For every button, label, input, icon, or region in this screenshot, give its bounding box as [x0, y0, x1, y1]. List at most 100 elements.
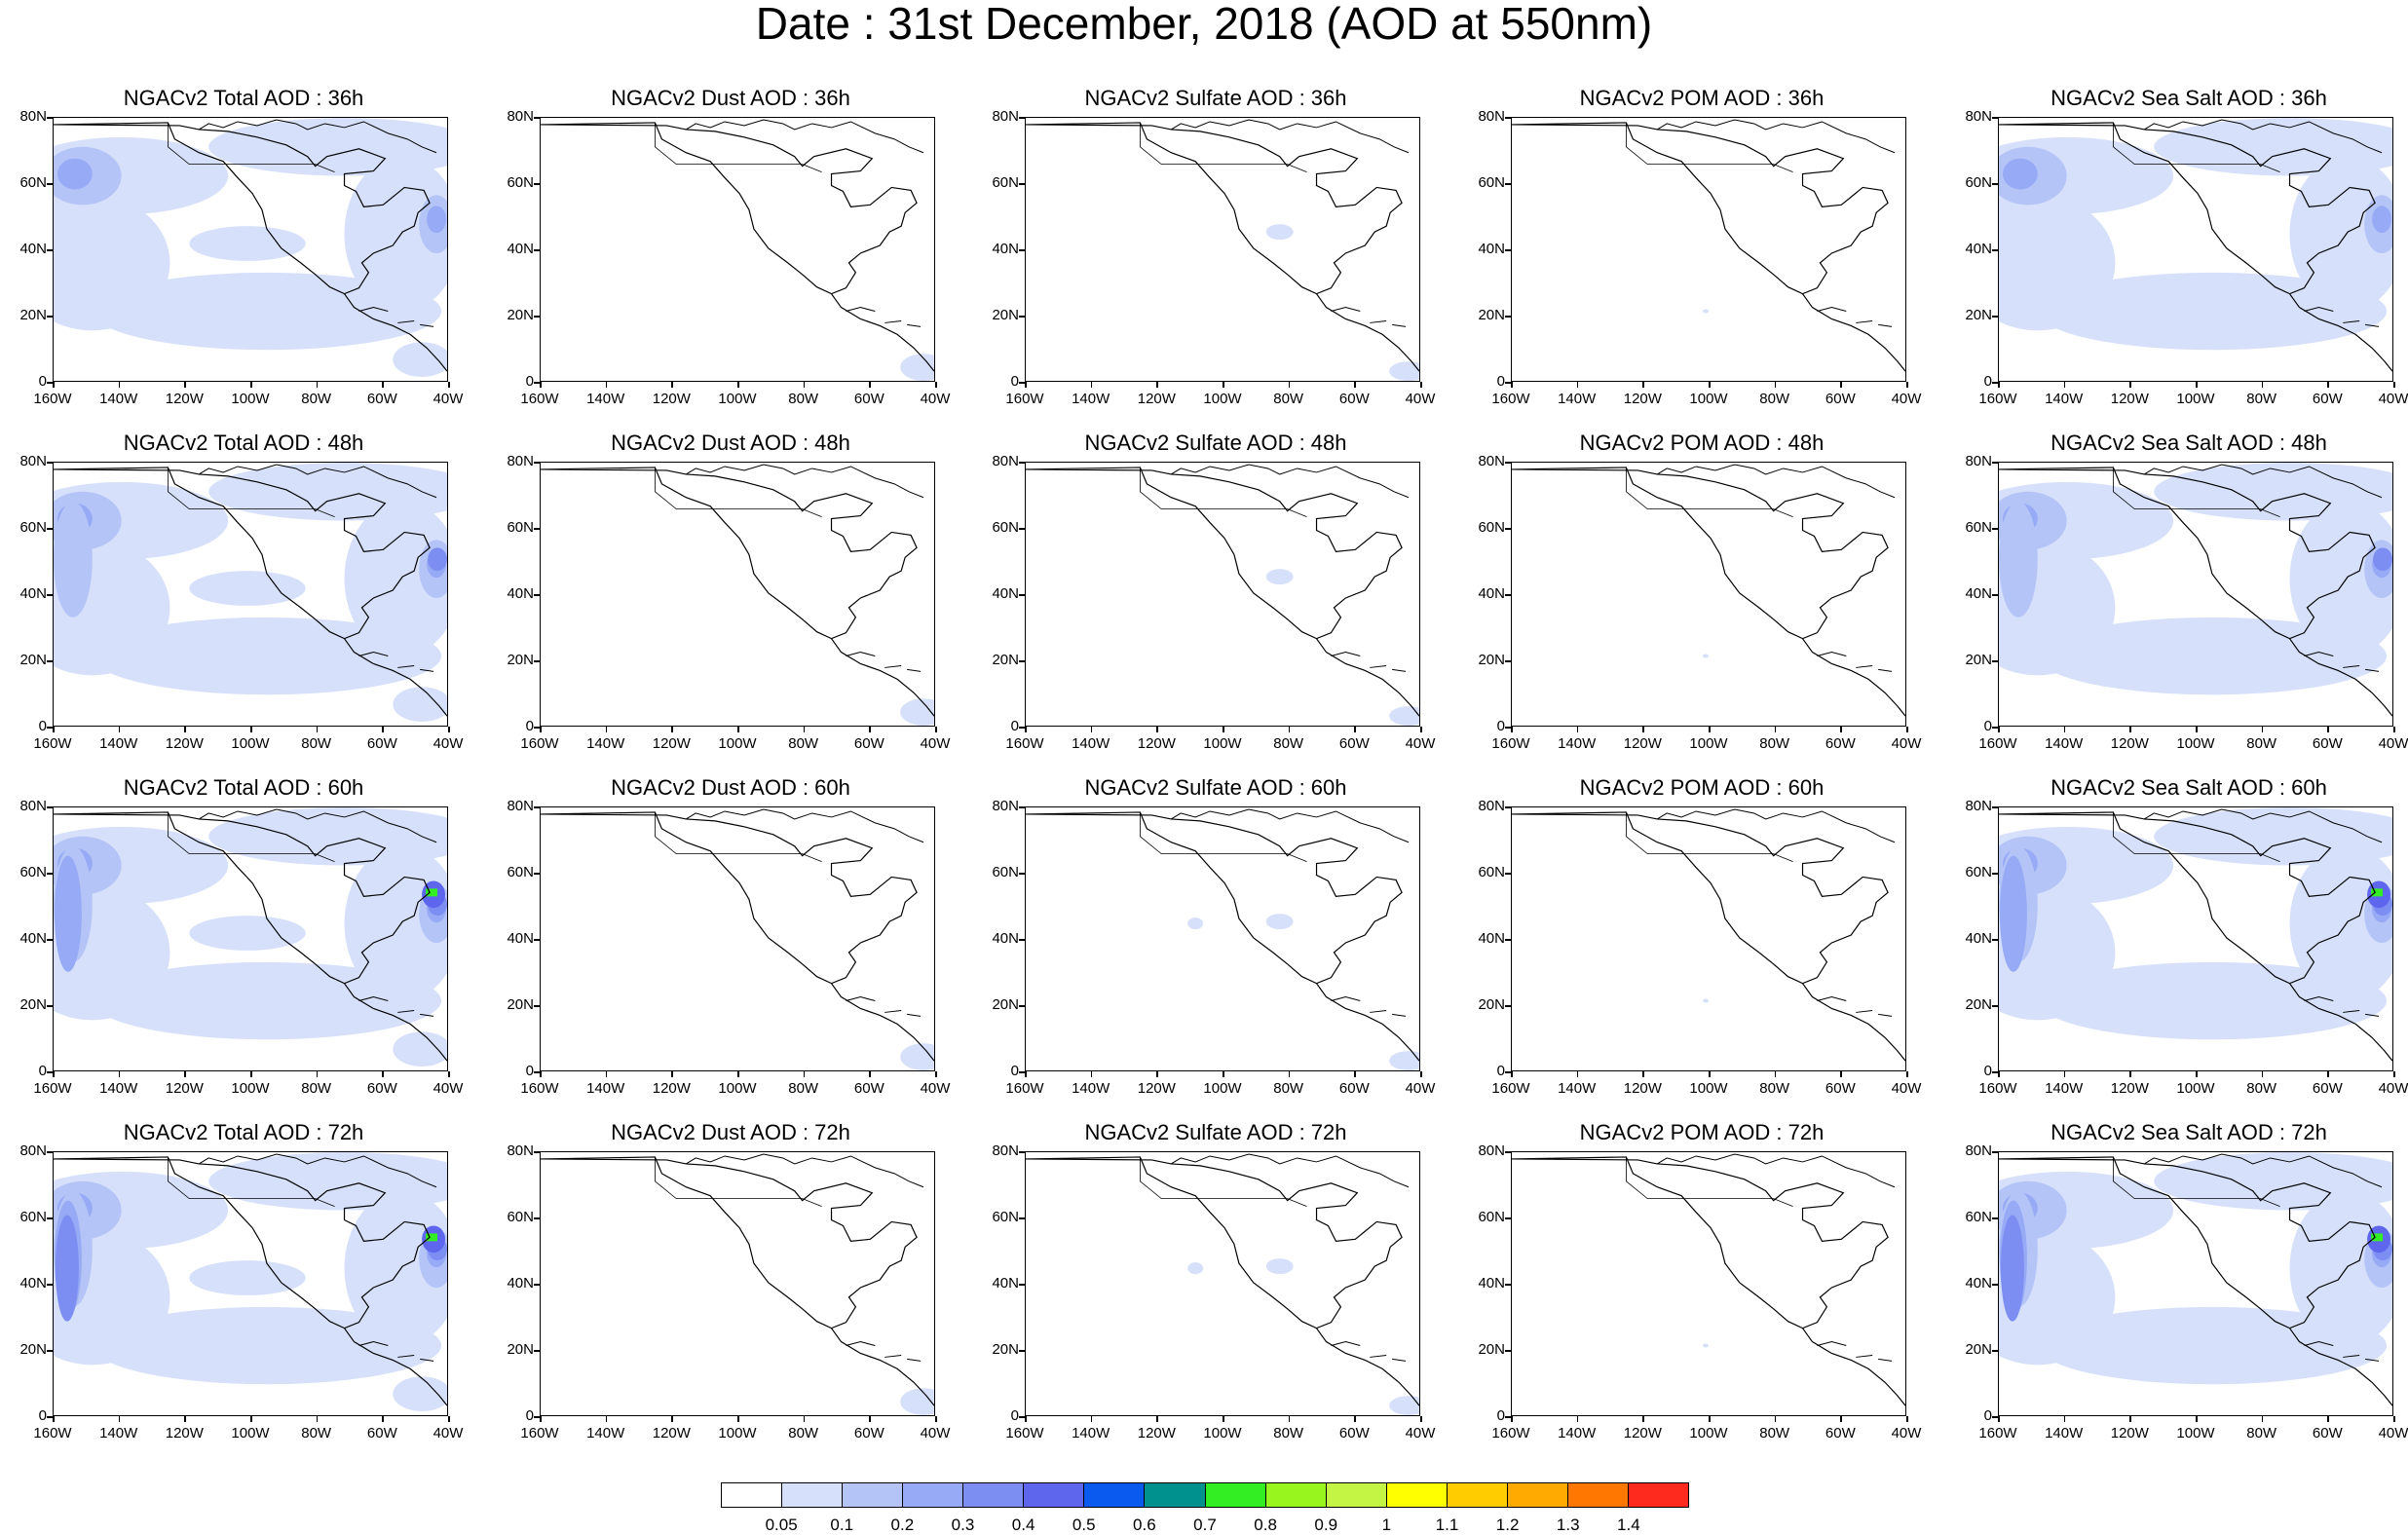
map-frame: [1998, 462, 2393, 727]
lon-tick-label: 100W: [231, 391, 270, 407]
lon-tick-label: 100W: [1203, 391, 1242, 407]
lat-tick-label: 60N: [507, 174, 534, 191]
lon-tick: [737, 1416, 739, 1422]
lon-tick: [118, 1416, 121, 1422]
lat-tick-label: 0: [38, 373, 47, 390]
arctic-islands: [1657, 464, 1896, 499]
lon-tick: [1840, 1416, 1842, 1422]
us-canada-border: [168, 1156, 335, 1207]
lon-tick: [2393, 1071, 2395, 1077]
caribbean-islands: [1331, 652, 1407, 672]
map-frame: [540, 806, 935, 1071]
lat-tick-label: 20N: [1478, 307, 1505, 323]
figure-title: Date : 31st December, 2018 (AOD at 550nm…: [755, 0, 1653, 49]
lon-tick-label: 60W: [1338, 1080, 1370, 1097]
lon-tick-label: 60W: [853, 1080, 884, 1097]
lat-tick: [534, 727, 540, 729]
lat-tick: [534, 1217, 540, 1219]
lon-tick-label: 80W: [1273, 391, 1304, 407]
coastline: [541, 1156, 918, 1329]
lon-tick-label: 160W: [33, 391, 72, 407]
panel-title: NGACv2 Dust AOD : 72h: [611, 1120, 850, 1144]
lat-tick: [47, 727, 53, 729]
lon-tick: [250, 1416, 252, 1422]
aod-field: [54, 118, 447, 381]
lat-tick: [1019, 382, 1025, 384]
coastline-south: [2289, 983, 2392, 1062]
lon-tick: [737, 727, 739, 732]
lat-tick: [47, 1071, 53, 1073]
lon-tick-label: 40W: [1891, 735, 1922, 752]
map-frame: [540, 1151, 935, 1416]
caribbean-islands: [846, 1341, 922, 1362]
lat-tick-label: 0: [1983, 718, 1992, 734]
lat-tick: [534, 1284, 540, 1286]
map-frame: [1511, 462, 1906, 727]
colorbar-label: 1.3: [1556, 1516, 1580, 1534]
lat-tick-label: 20N: [1965, 652, 1992, 668]
coastline-south: [831, 293, 934, 372]
map-panel-sulfate-72h: NGACv2 Sulfate AOD : 72h 80N 60N 40N 20N 0 16…: [972, 1120, 1459, 1461]
aod-map: [1512, 808, 1905, 1062]
lon-tick-label: 120W: [1623, 1425, 1662, 1441]
us-canada-border: [1626, 467, 1793, 517]
lon-tick: [2063, 727, 2066, 732]
lon-tick-label: 60W: [2312, 1425, 2343, 1441]
lat-tick: [1505, 528, 1511, 530]
lon-tick: [1840, 727, 1842, 732]
lon-tick-label: 40W: [433, 1080, 464, 1097]
lon-tick-label: 160W: [1005, 1425, 1044, 1441]
colorbar-label: 0.8: [1254, 1516, 1277, 1534]
lon-tick: [1156, 382, 1158, 388]
lon-tick-label: 100W: [1689, 1425, 1728, 1441]
lat-tick-label: 80N: [507, 798, 534, 814]
lon-tick: [448, 727, 450, 732]
lon-tick-label: 80W: [1273, 1425, 1304, 1441]
colorbar-label: 0.05: [765, 1516, 798, 1534]
lat-tick-label: 20N: [1478, 996, 1505, 1013]
coastline-south: [344, 983, 447, 1062]
colorbar-box: [1507, 1483, 1568, 1507]
lat-tick-label: 0: [1010, 718, 1019, 734]
coastline: [1026, 467, 1403, 640]
lon-tick: [382, 727, 384, 732]
lat-tick: [1505, 727, 1511, 729]
aod-map: [1999, 1152, 2392, 1415]
lon-tick: [605, 382, 608, 388]
aod-field: [1265, 224, 1419, 381]
panel-title: NGACv2 Total AOD : 48h: [123, 431, 364, 455]
caribbean-islands: [1817, 652, 1893, 672]
colorbar-box: [1084, 1483, 1146, 1507]
lat-tick: [1505, 1217, 1511, 1219]
lat-tick-label: 40N: [1965, 1275, 1992, 1292]
aod-map: [54, 1152, 447, 1415]
colorbar-box: [1205, 1483, 1266, 1507]
aod-field: [1999, 118, 2392, 381]
lat-tick: [1505, 806, 1511, 808]
arctic-islands: [686, 1153, 924, 1188]
lon-tick: [1576, 1416, 1579, 1422]
colorbar-label: 0.5: [1072, 1516, 1096, 1534]
lon-tick-label: 140W: [99, 735, 138, 752]
arctic-islands: [1171, 119, 1410, 154]
lat-tick: [1992, 594, 1998, 596]
lon-tick-label: 60W: [2312, 391, 2343, 407]
lat-tick: [534, 528, 540, 530]
lat-tick-label: 40N: [19, 585, 47, 602]
panel-title: NGACv2 Total AOD : 72h: [123, 1120, 364, 1144]
lat-tick-label: 20N: [1965, 996, 1992, 1013]
lon-tick: [671, 382, 673, 388]
lat-tick-label: 60N: [19, 864, 47, 880]
panel-title: NGACv2 Sea Salt AOD : 60h: [2051, 775, 2327, 800]
lon-tick-label: 40W: [1405, 735, 1436, 752]
lon-tick: [1090, 382, 1093, 388]
lon-tick-label: 100W: [1689, 735, 1728, 752]
lon-tick: [316, 382, 319, 388]
lon-tick-label: 160W: [1491, 1425, 1530, 1441]
lat-tick: [534, 873, 540, 875]
colorbar-box: [1024, 1483, 1085, 1507]
map-panel-dust-48h: NGACv2 Dust AOD : 48h 80N 60N 40N 20N 0 160W 1…: [487, 431, 974, 771]
map-panel-sulfate-60h: NGACv2 Sulfate AOD : 60h 80N 60N 40N 20N 0 16…: [972, 775, 1459, 1116]
lat-tick: [1505, 1350, 1511, 1352]
aod-map: [541, 119, 934, 381]
